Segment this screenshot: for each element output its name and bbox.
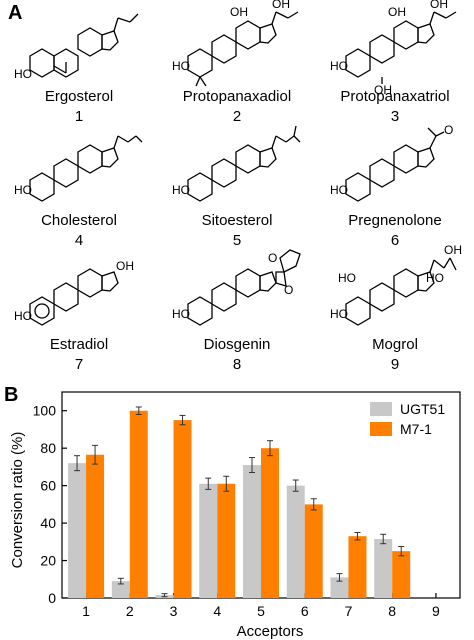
bar-ugt51 (199, 483, 218, 598)
ho-label: HO (172, 183, 190, 197)
compound-name: Diosgenin (203, 336, 271, 353)
x-axis-label: Acceptors (237, 623, 304, 640)
ho-label: HO (14, 67, 32, 81)
y-tick-label: 40 (40, 515, 56, 531)
compound-name: Pregnenolone (348, 212, 442, 229)
x-tick-label: 4 (213, 603, 221, 619)
y-tick-label: 60 (40, 478, 56, 494)
compound-mogrol: HO HO OH HO Mogrol 9 (316, 243, 474, 376)
compound-name: Protopanaxadiol (182, 88, 292, 105)
compound-name: Mogrol (372, 336, 418, 353)
compound-number: 8 (232, 356, 242, 373)
bar-m7-1 (261, 448, 279, 598)
compound-number: 6 (390, 232, 400, 249)
ho-label: HO (14, 183, 32, 197)
compound-diosgenin: HO O O Diosgenin 8 (158, 248, 316, 376)
compound-name: Cholesterol (41, 212, 117, 229)
oh-label: OH (388, 5, 406, 19)
oh-label: OH (430, 0, 448, 11)
panel-b-label: B (4, 384, 19, 406)
diosgenin-structure: HO O O (172, 249, 301, 326)
x-tick-label: 9 (432, 603, 440, 619)
bar-ugt51 (330, 577, 349, 598)
o-label: O (444, 123, 453, 137)
ho-label: HO (172, 307, 190, 321)
bar-m7-1 (217, 483, 236, 598)
y-tick-label: 80 (40, 440, 56, 456)
pregnenolone-structure: HO O (330, 123, 453, 202)
x-tick-label: 7 (345, 603, 353, 619)
ho-label: HO (338, 271, 356, 285)
y-tick-label: 0 (48, 590, 56, 606)
compound-pregnenolone: HO O Pregnenolone 6 (316, 123, 474, 252)
sitoesterol-structure: HO (172, 125, 301, 202)
compound-number: 1 (74, 108, 84, 125)
oh-label: OH (374, 83, 392, 97)
compound-name: Ergosterol (44, 88, 114, 105)
panel-a-label: A (8, 2, 23, 24)
bar-ugt51 (111, 581, 130, 598)
x-tick-label: 2 (126, 603, 134, 619)
x-tick-label: 3 (170, 603, 178, 619)
cholesterol-structure: HO (14, 135, 143, 202)
bar-m7-1 (392, 551, 411, 598)
bar-m7-1 (173, 420, 192, 598)
compound-protopanaxatriol: HO OH OH OH Protopanaxatriol 3 (316, 0, 474, 128)
ho-label: HO (14, 309, 32, 323)
compound-number: 7 (74, 356, 84, 373)
conversion-ratio-chart: 0 20 40 60 80 100 1 2 3 4 5 6 7 8 9 UGT51 M7-1 Conversi… (9, 391, 461, 640)
chart-bars (68, 406, 411, 598)
oh-label: OH (272, 0, 290, 11)
legend-swatch (370, 422, 392, 436)
compound-number: 4 (74, 232, 84, 249)
y-axis-label: Conversion ratio (%) (9, 432, 26, 569)
legend-swatch (370, 402, 392, 416)
chart-legend: UGT51 M7-1 (370, 401, 445, 437)
bar-ugt51 (286, 485, 305, 598)
compound-number: 9 (390, 356, 400, 373)
ho-label: HO (172, 59, 190, 73)
ho-label: HO (330, 307, 348, 321)
ho-label: HO (426, 271, 444, 285)
mogrol-structure: HO HO OH HO (330, 243, 462, 326)
oh-label: OH (230, 5, 248, 19)
bar-m7-1 (348, 536, 367, 598)
bar-m7-1 (129, 410, 148, 598)
compound-name: Sitoesterol (201, 212, 273, 229)
o-label: O (284, 283, 293, 297)
protopanaxatriol-structure: HO OH OH OH (330, 0, 457, 97)
compound-number: 2 (232, 108, 242, 125)
compound-number: 5 (232, 232, 242, 249)
legend-label: M7-1 (400, 421, 432, 437)
bar-ugt51 (243, 465, 261, 598)
bar-ugt51 (68, 463, 87, 598)
x-tick-label: 1 (82, 603, 90, 619)
o-label: O (268, 251, 277, 265)
y-tick-label: 100 (33, 403, 57, 419)
oh-label: OH (116, 259, 134, 273)
compound-cholesterol: HO Cholesterol 4 (0, 124, 158, 252)
ho-label: HO (330, 59, 348, 73)
compound-protopanaxadiol: HO OH OH Protopanaxadiol 2 (158, 0, 316, 128)
oh-label: OH (444, 243, 462, 257)
compound-name: Protopanaxatriol (340, 88, 450, 105)
compound-name: Estradiol (49, 336, 109, 353)
bar-m7-1 (86, 454, 105, 598)
x-tick-label: 8 (388, 603, 396, 619)
legend-label: UGT51 (400, 401, 445, 417)
bar-m7-1 (304, 504, 323, 598)
x-tick-label: 6 (301, 603, 309, 619)
ergosterol-structure: HO (14, 13, 139, 81)
ho-label: HO (330, 183, 348, 197)
bar-ugt51 (374, 539, 393, 598)
compound-estradiol: HO OH Estradiol 7 (0, 248, 158, 376)
y-tick-label: 20 (40, 553, 56, 569)
x-tick-label: 5 (257, 603, 265, 619)
compound-ergosterol: HO Ergosterol 1 (0, 0, 158, 128)
estradiol-structure: HO OH (14, 259, 134, 326)
compound-sitoesterol: HO Sitoesterol 5 (158, 124, 316, 252)
compound-number: 3 (390, 108, 400, 125)
protopanaxadiol-structure: HO OH OH (172, 0, 299, 87)
